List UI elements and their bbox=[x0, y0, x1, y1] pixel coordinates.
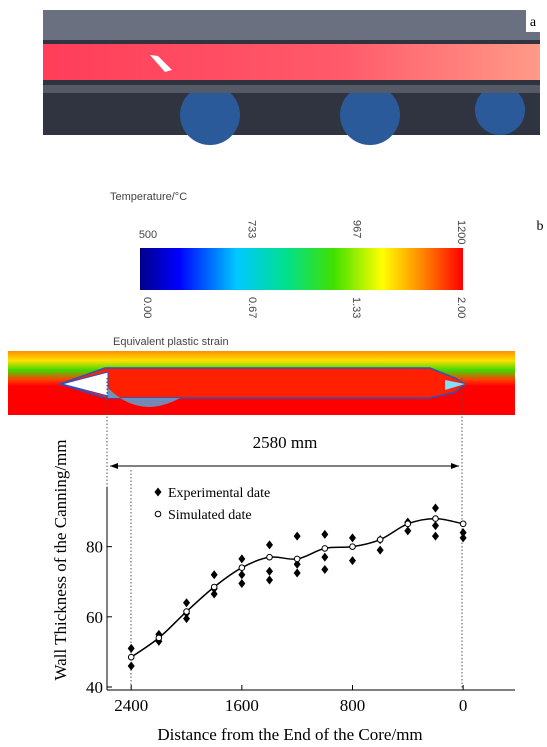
legend-marker bbox=[154, 510, 162, 518]
point bbox=[459, 533, 467, 543]
point bbox=[431, 521, 439, 531]
point bbox=[431, 531, 439, 541]
point bbox=[321, 564, 329, 574]
point bbox=[459, 528, 467, 538]
point bbox=[431, 503, 439, 513]
temperature-tick-label: 733 bbox=[246, 220, 258, 238]
legend-label: Experimental date bbox=[168, 486, 270, 501]
point bbox=[210, 583, 218, 591]
temperature-tick-label: 967 bbox=[350, 220, 362, 238]
point bbox=[321, 552, 329, 562]
point bbox=[293, 568, 301, 578]
colorbar-title: Temperature/°C bbox=[110, 191, 187, 203]
x-axis-label: Distance from the End of the Core/mm bbox=[157, 725, 422, 744]
x-tick-label: 2400 bbox=[114, 696, 148, 715]
point bbox=[210, 570, 218, 580]
chart: 40 60 80 2400 1600 800 0 Distance from the End … bbox=[51, 439, 515, 744]
point bbox=[321, 529, 329, 539]
point bbox=[266, 540, 274, 550]
y-tick-label: 40 bbox=[86, 678, 103, 697]
point bbox=[238, 554, 246, 564]
strain-tick-label: 2.00 bbox=[455, 297, 467, 318]
colorbar-ticks: 500 733 967 1200 0.00 0.67 1.33 2.00 bbox=[139, 220, 467, 318]
point bbox=[266, 553, 273, 561]
point bbox=[432, 515, 439, 522]
point bbox=[238, 570, 246, 580]
x-tick-label: 800 bbox=[340, 696, 366, 715]
strain-tick-label: 0.00 bbox=[141, 297, 153, 318]
strain-tick-label: 1.33 bbox=[350, 297, 362, 318]
point bbox=[238, 578, 246, 588]
point bbox=[376, 536, 384, 543]
point bbox=[349, 543, 356, 550]
point bbox=[293, 559, 301, 569]
point bbox=[266, 566, 274, 576]
y-tick-label: 60 bbox=[86, 608, 103, 627]
temperature-tick-label: 500 bbox=[139, 229, 157, 241]
point bbox=[127, 653, 135, 661]
point bbox=[459, 520, 467, 528]
point bbox=[376, 545, 384, 555]
point bbox=[293, 531, 301, 541]
panel-label: b bbox=[537, 219, 544, 234]
y-tick-label: 80 bbox=[86, 538, 103, 557]
point bbox=[155, 634, 163, 642]
point bbox=[348, 556, 356, 566]
strain-title: Equivalent plastic strain bbox=[113, 336, 229, 348]
point bbox=[266, 575, 274, 585]
dimension-label: 2580 mm bbox=[253, 433, 318, 452]
x-tick-label: 0 bbox=[459, 696, 468, 715]
point bbox=[293, 555, 301, 563]
point bbox=[127, 643, 135, 653]
colorbar bbox=[140, 248, 463, 290]
point bbox=[321, 545, 329, 552]
point bbox=[183, 608, 190, 615]
simulation bbox=[8, 351, 515, 415]
point bbox=[238, 564, 246, 572]
panel-label: a bbox=[530, 15, 537, 30]
temperature-tick-label: 1200 bbox=[455, 220, 467, 244]
point bbox=[183, 598, 191, 608]
x-tick-label: 1600 bbox=[225, 696, 259, 715]
point bbox=[404, 520, 412, 528]
point bbox=[127, 661, 135, 671]
point bbox=[210, 589, 218, 599]
point bbox=[404, 526, 412, 536]
photo: a bbox=[43, 10, 540, 145]
legend-marker bbox=[154, 487, 162, 497]
strain-tick-label: 0.67 bbox=[246, 297, 258, 318]
point bbox=[183, 614, 191, 624]
y-axis-label: Wall Thickness of the Canning/mm bbox=[51, 439, 70, 680]
legend-label: Simulated date bbox=[168, 508, 252, 523]
point bbox=[348, 533, 356, 543]
